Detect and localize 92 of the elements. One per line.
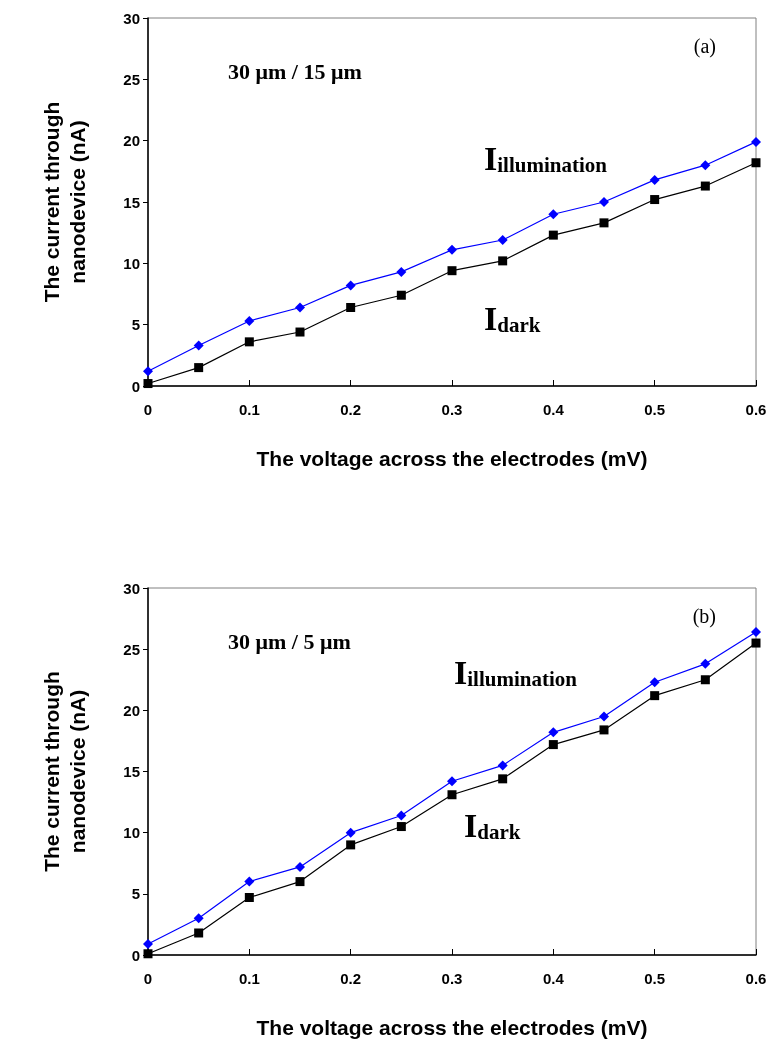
x-tick-label: 0 — [143, 401, 153, 418]
point — [396, 290, 406, 300]
x-axis-title: The voltage across the electrodes (mV) — [256, 1016, 648, 1039]
point — [194, 928, 204, 938]
point — [346, 302, 356, 312]
y-tick-label: 15 — [123, 193, 140, 211]
point — [649, 174, 660, 185]
x-tick-label: 0 — [143, 970, 153, 987]
point — [700, 160, 711, 171]
point — [751, 638, 761, 648]
point — [599, 197, 609, 207]
point — [751, 158, 761, 168]
point — [396, 266, 407, 277]
annotation: 30 μm / 5 μm — [228, 628, 351, 654]
annotation: (b) — [692, 605, 717, 628]
point — [700, 658, 711, 669]
series-label: Idark — [484, 300, 541, 338]
point — [295, 861, 305, 872]
x-tick-label: 0.3 — [441, 401, 463, 418]
point — [447, 776, 457, 787]
x-tick-label: 0.4 — [542, 970, 565, 987]
point — [548, 727, 559, 738]
x-axis-title: The voltage across the electrodes (mV) — [256, 447, 648, 470]
y-tick-label: 30 — [123, 579, 140, 597]
annotation: 30 μm / 15 μm — [228, 58, 362, 84]
x-tick-label: 0.4 — [542, 401, 565, 418]
y-tick-label: 10 — [123, 254, 140, 272]
point — [295, 302, 305, 313]
point — [447, 244, 457, 255]
point — [143, 366, 153, 377]
point — [396, 810, 407, 821]
point — [497, 760, 508, 771]
point — [599, 725, 609, 735]
point — [700, 181, 710, 191]
point — [447, 266, 457, 276]
point — [143, 379, 153, 389]
point — [346, 840, 356, 850]
y-tick-label: 0 — [131, 377, 140, 395]
point — [650, 195, 660, 205]
y-tick-label: 30 — [123, 9, 140, 27]
y-axis-title: The current through nanodevice (nA) — [39, 671, 89, 872]
point — [599, 711, 609, 722]
point — [649, 677, 660, 688]
annotation: (a) — [693, 35, 717, 58]
point — [295, 877, 305, 887]
point — [548, 230, 558, 240]
point — [345, 827, 356, 838]
point — [498, 774, 508, 784]
x-tick-label: 0.2 — [340, 401, 362, 418]
point — [751, 627, 761, 638]
series-label: Iillumination — [454, 653, 578, 691]
point — [700, 675, 710, 685]
y-tick-label: 5 — [131, 885, 140, 903]
series-label: Iillumination — [484, 139, 608, 177]
y-axis-title: The current through nanodevice (nA) — [39, 101, 89, 303]
point — [244, 876, 255, 887]
point — [498, 256, 508, 266]
x-tick-label: 0.5 — [644, 401, 666, 418]
y-tick-label: 25 — [123, 70, 140, 88]
point — [650, 691, 660, 701]
point — [599, 218, 609, 228]
x-tick-label: 0.1 — [238, 401, 260, 418]
point — [751, 136, 761, 147]
x-tick-label: 0.6 — [745, 970, 767, 987]
point — [244, 893, 254, 902]
point — [143, 949, 153, 959]
y-tick-label: 5 — [131, 316, 140, 334]
point — [194, 363, 204, 373]
y-tick-label: 10 — [123, 824, 140, 842]
point — [497, 235, 508, 246]
point — [295, 327, 305, 337]
y-tick-label: 25 — [123, 640, 140, 658]
x-tick-label: 0.1 — [238, 970, 260, 987]
x-tick-label: 0.6 — [745, 401, 767, 418]
point — [345, 280, 356, 291]
point — [548, 740, 558, 750]
point — [548, 209, 559, 220]
x-tick-label: 0.5 — [644, 970, 666, 987]
point — [193, 913, 204, 924]
y-tick-label: 20 — [123, 701, 140, 719]
point — [143, 938, 153, 949]
point — [396, 822, 406, 832]
point — [447, 790, 457, 800]
series-label: Idark — [464, 807, 521, 845]
point — [244, 315, 255, 326]
point — [244, 337, 254, 347]
point — [193, 340, 204, 351]
y-tick-label: 0 — [131, 946, 140, 964]
y-tick-label: 20 — [123, 132, 140, 150]
y-tick-label: 15 — [123, 763, 140, 780]
x-tick-label: 0.2 — [340, 970, 362, 987]
x-tick-label: 0.3 — [441, 970, 463, 987]
